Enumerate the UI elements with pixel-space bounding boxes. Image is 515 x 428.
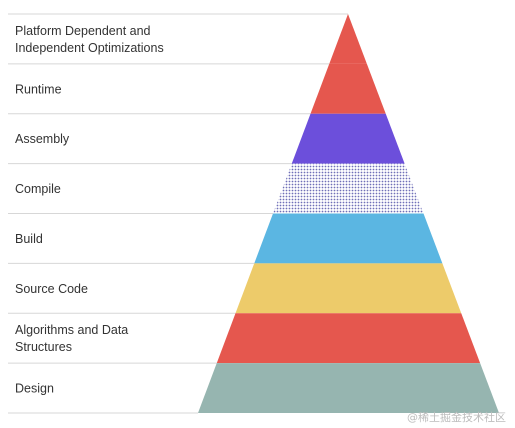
- pyramid-band-algorithms-and-data-structures: [216, 313, 481, 364]
- level-label-compile: Compile: [15, 182, 61, 196]
- pyramid-band-platform-dependent-and-independent-optimizations: [329, 14, 367, 64]
- level-label-line: Runtime: [15, 82, 62, 96]
- pyramid-band-design: [198, 363, 499, 413]
- level-label-line: Build: [15, 232, 43, 246]
- level-label-line: Assembly: [15, 132, 70, 146]
- pyramid-band-compile: [273, 163, 424, 214]
- level-label-line: Algorithms and Data: [15, 323, 128, 337]
- level-label-runtime: Runtime: [15, 82, 62, 96]
- level-label-line: Independent Optimizations: [15, 41, 164, 55]
- pyramid-band-assembly: [291, 113, 405, 164]
- watermark-text: @稀土掘金技术社区: [407, 410, 506, 424]
- level-label-line: Compile: [15, 182, 61, 196]
- level-label-line: Structures: [15, 340, 72, 354]
- pyramid-band-build: [254, 213, 443, 264]
- level-label-algorithms-and-data-structures: Algorithms and Data Structures: [15, 323, 128, 354]
- pyramid-band-source-code: [235, 263, 462, 314]
- level-label-line: Platform Dependent and: [15, 24, 151, 38]
- level-label-assembly: Assembly: [15, 132, 70, 146]
- level-label-build: Build: [15, 232, 43, 246]
- level-label-design: Design: [15, 382, 54, 396]
- level-label-line: Design: [15, 382, 54, 396]
- level-label-platform-dependent-and-independent-optimizations: Platform Dependent and Independent Optimi…: [15, 24, 164, 55]
- level-label-source-code: Source Code: [15, 282, 88, 296]
- level-label-line: Source Code: [15, 282, 88, 296]
- pyramid-band-runtime: [310, 63, 386, 114]
